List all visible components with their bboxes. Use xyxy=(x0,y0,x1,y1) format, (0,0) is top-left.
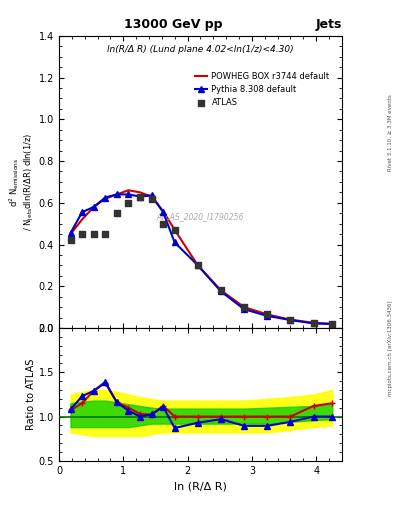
Y-axis label: Ratio to ATLAS: Ratio to ATLAS xyxy=(26,359,36,430)
ATLAS xyxy=(264,310,270,318)
ATLAS xyxy=(287,315,294,324)
Pythia 8.308 default xyxy=(149,193,154,199)
Pythia 8.308 default xyxy=(265,313,270,319)
Pythia 8.308 default xyxy=(311,321,316,327)
Text: Rivet 3.1.10, ≥ 3.3M events: Rivet 3.1.10, ≥ 3.3M events xyxy=(388,95,393,172)
ATLAS xyxy=(310,318,317,327)
POWHEG BOX r3744 default xyxy=(288,316,293,323)
Text: ATLAS_2020_I1790256: ATLAS_2020_I1790256 xyxy=(157,212,244,222)
Legend: POWHEG BOX r3744 default, Pythia 8.308 default, ATLAS: POWHEG BOX r3744 default, Pythia 8.308 d… xyxy=(192,69,332,110)
Pythia 8.308 default xyxy=(80,209,84,215)
ATLAS xyxy=(218,286,224,294)
ATLAS xyxy=(329,319,335,328)
Text: 13000 GeV pp: 13000 GeV pp xyxy=(124,18,222,31)
POWHEG BOX r3744 default xyxy=(242,304,246,310)
POWHEG BOX r3744 default xyxy=(126,187,131,194)
POWHEG BOX r3744 default xyxy=(161,208,165,214)
Pythia 8.308 default xyxy=(219,288,223,294)
ATLAS xyxy=(79,230,85,238)
ATLAS xyxy=(137,193,143,201)
ATLAS xyxy=(67,236,73,244)
ATLAS xyxy=(149,195,155,203)
Text: Jets: Jets xyxy=(316,18,342,31)
Pythia 8.308 default xyxy=(330,321,334,327)
POWHEG BOX r3744 default xyxy=(149,194,154,200)
POWHEG BOX r3744 default xyxy=(68,231,73,237)
ATLAS xyxy=(90,230,97,238)
Text: ln(R/Δ R) (Lund plane 4.02<ln(1/z)<4.30): ln(R/Δ R) (Lund plane 4.02<ln(1/z)<4.30) xyxy=(107,45,294,54)
POWHEG BOX r3744 default xyxy=(103,196,108,202)
POWHEG BOX r3744 default xyxy=(114,191,119,198)
POWHEG BOX r3744 default xyxy=(195,262,200,268)
POWHEG BOX r3744 default xyxy=(330,321,334,327)
POWHEG BOX r3744 default xyxy=(219,287,223,293)
ATLAS xyxy=(102,230,108,238)
POWHEG BOX r3744 default xyxy=(80,217,84,223)
POWHEG BOX r3744 default xyxy=(311,319,316,326)
Pythia 8.308 default xyxy=(68,230,73,236)
ATLAS xyxy=(125,199,132,207)
Pythia 8.308 default xyxy=(103,195,108,201)
POWHEG BOX r3744 default xyxy=(173,227,177,233)
Line: POWHEG BOX r3744 default: POWHEG BOX r3744 default xyxy=(70,190,332,324)
ATLAS xyxy=(160,220,166,228)
Pythia 8.308 default xyxy=(242,306,246,312)
POWHEG BOX r3744 default xyxy=(138,189,142,196)
Pythia 8.308 default xyxy=(126,191,131,198)
ATLAS xyxy=(114,209,120,217)
Line: Pythia 8.308 default: Pythia 8.308 default xyxy=(68,191,335,327)
Pythia 8.308 default xyxy=(173,240,177,246)
POWHEG BOX r3744 default xyxy=(91,204,96,210)
ATLAS xyxy=(241,303,247,311)
Pythia 8.308 default xyxy=(195,262,200,268)
Text: mcplots.cern.ch [arXiv:1306.3436]: mcplots.cern.ch [arXiv:1306.3436] xyxy=(388,301,393,396)
Pythia 8.308 default xyxy=(161,209,165,215)
Pythia 8.308 default xyxy=(91,204,96,210)
ATLAS xyxy=(172,226,178,234)
Pythia 8.308 default xyxy=(288,317,293,323)
ATLAS xyxy=(195,261,201,269)
Pythia 8.308 default xyxy=(138,194,142,200)
Y-axis label: d$^2$ N$_\mathregular{emissions}$
/ N$_\mathregular{jets}$dln(R/ΔR) dln(1/z): d$^2$ N$_\mathregular{emissions}$ / N$_\… xyxy=(7,133,36,231)
X-axis label: ln (R/Δ R): ln (R/Δ R) xyxy=(174,481,227,491)
POWHEG BOX r3744 default xyxy=(265,311,270,317)
Pythia 8.308 default xyxy=(114,191,119,198)
